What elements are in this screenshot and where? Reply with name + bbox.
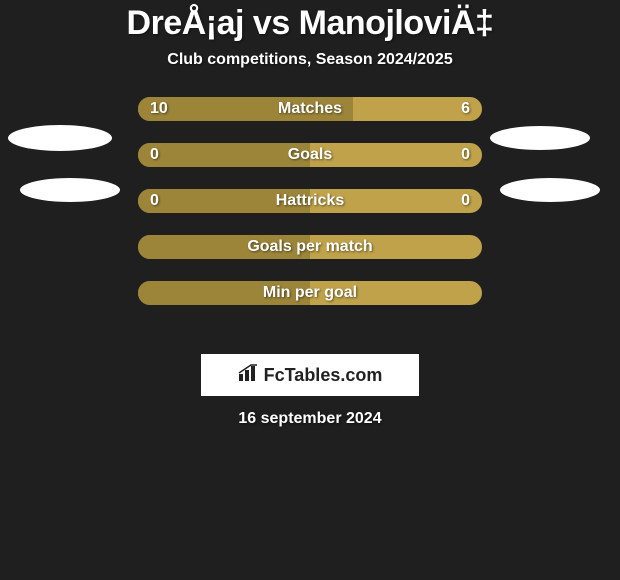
stat-bar-left-fill [138,189,310,213]
stat-bar-track [138,281,482,305]
stat-bar-left-fill [138,97,353,121]
stat-bar-track [138,189,482,213]
stat-bar-left-fill [138,235,310,259]
right-wheel-1 [490,126,590,150]
stat-row: Min per goal [0,281,620,305]
fctables-logo: FcTables.com [201,354,419,396]
stat-value-left: 0 [150,189,159,213]
logo-text: FcTables.com [264,365,383,386]
stat-bar-track [138,143,482,167]
stat-value-left: 0 [150,143,159,167]
bar-chart-icon [238,364,260,387]
stat-value-right: 0 [461,189,470,213]
stat-value-left: 10 [150,97,168,121]
stat-value-right: 0 [461,143,470,167]
stat-row: Goals per match [0,235,620,259]
stat-bar-track [138,235,482,259]
stat-bar-left-fill [138,143,310,167]
stat-value-right: 6 [461,97,470,121]
comparison-subtitle: Club competitions, Season 2024/2025 [0,51,620,69]
stat-row: 106Matches [0,97,620,121]
stat-bar-left-fill [138,281,310,305]
left-wheel-1 [8,125,112,151]
left-wheel-2 [20,178,120,202]
comparison-title: DreÅ¡aj vs ManojloviÄ‡ [0,0,620,43]
stat-bar-track [138,97,482,121]
generation-date: 16 september 2024 [0,410,620,428]
right-wheel-2 [500,178,600,202]
